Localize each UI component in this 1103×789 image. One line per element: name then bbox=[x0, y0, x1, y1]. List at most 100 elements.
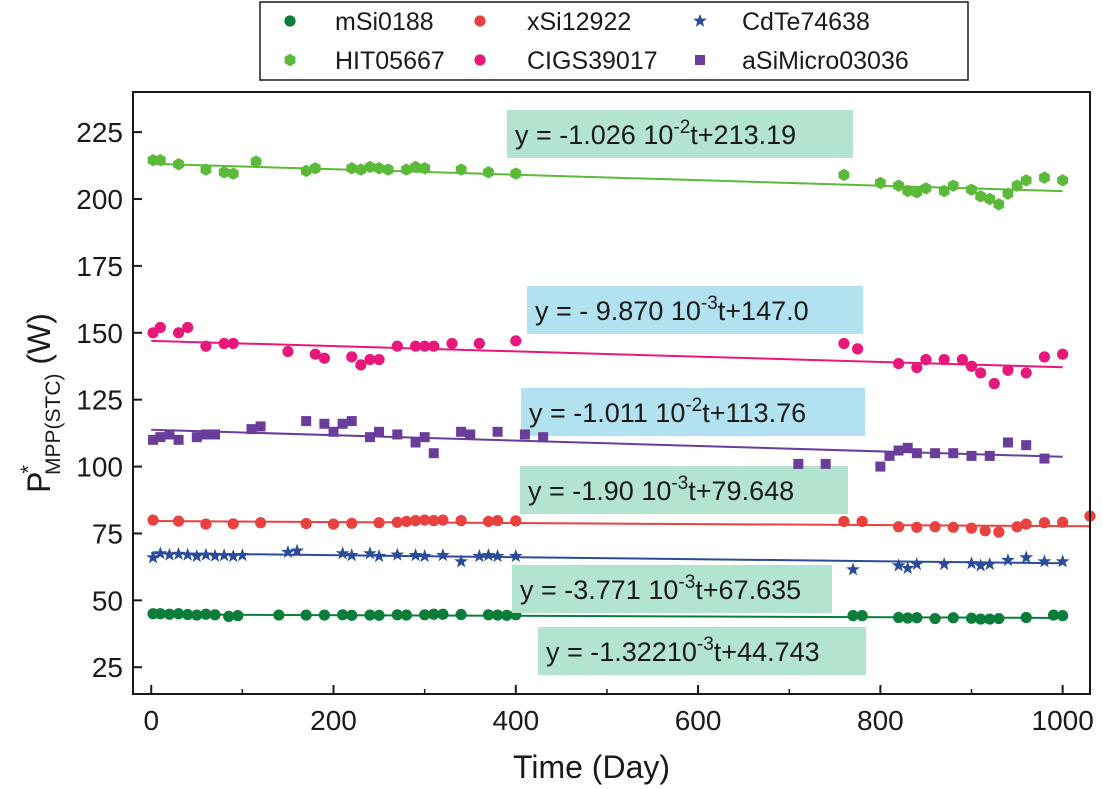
data-point bbox=[973, 558, 988, 572]
data-point bbox=[510, 167, 522, 180]
data-point bbox=[1057, 348, 1069, 360]
x-tick-label: 600 bbox=[675, 705, 722, 736]
data-point bbox=[428, 448, 439, 459]
legend-item-CIGS39017: CIGS39017 bbox=[474, 47, 658, 75]
data-point bbox=[993, 526, 1005, 538]
legend-label: aSiMicro03036 bbox=[742, 47, 909, 75]
data-point bbox=[182, 321, 194, 334]
data-point bbox=[510, 335, 522, 347]
data-point bbox=[346, 609, 358, 621]
data-point bbox=[820, 458, 831, 469]
data-point bbox=[155, 432, 166, 443]
fit-equation-box bbox=[538, 627, 866, 675]
data-point bbox=[966, 450, 977, 461]
data-point bbox=[162, 547, 177, 561]
data-point bbox=[227, 167, 239, 180]
data-point bbox=[966, 183, 977, 196]
data-point bbox=[180, 547, 195, 561]
data-point bbox=[1020, 367, 1032, 379]
legend-marker bbox=[474, 54, 486, 66]
data-point bbox=[250, 155, 262, 168]
y-tick-label: 75 bbox=[92, 518, 123, 549]
data-point bbox=[483, 166, 494, 179]
series-HIT05667: y = -1.026 10-2t+213.19 bbox=[147, 110, 1069, 211]
x-tick-label: 400 bbox=[492, 705, 539, 736]
data-point bbox=[947, 521, 959, 533]
data-point bbox=[408, 548, 423, 562]
data-point bbox=[1002, 364, 1014, 376]
y-tick-label: 100 bbox=[76, 452, 123, 483]
data-point bbox=[437, 514, 449, 526]
data-point bbox=[226, 548, 241, 563]
data-point bbox=[373, 609, 385, 621]
data-point bbox=[920, 353, 932, 366]
data-point bbox=[481, 548, 496, 562]
data-point bbox=[437, 608, 449, 620]
data-point bbox=[373, 353, 385, 366]
data-point bbox=[984, 192, 996, 206]
data-point bbox=[390, 547, 405, 561]
data-point bbox=[255, 421, 266, 432]
data-point bbox=[410, 437, 421, 448]
data-point bbox=[472, 548, 487, 563]
data-point bbox=[956, 353, 969, 366]
fit-equation-box bbox=[507, 110, 853, 158]
data-point bbox=[301, 416, 312, 427]
fit-equation-label: y = -1.011 10-2t+113.76 bbox=[529, 395, 806, 428]
fit-equation-label: y = -1.90 10-3t+79.648 bbox=[528, 473, 794, 506]
y-tick-label: 125 bbox=[76, 385, 123, 416]
data-point bbox=[1021, 440, 1032, 451]
data-point bbox=[491, 515, 504, 527]
data-point bbox=[172, 327, 185, 339]
data-point bbox=[793, 458, 804, 469]
y-tick-label: 150 bbox=[76, 318, 123, 349]
data-point bbox=[410, 160, 421, 174]
data-point bbox=[344, 548, 359, 562]
data-point bbox=[232, 610, 244, 622]
data-point bbox=[538, 432, 549, 443]
data-point bbox=[364, 160, 376, 174]
data-point bbox=[1057, 516, 1069, 528]
data-point bbox=[875, 461, 886, 472]
data-point bbox=[309, 162, 321, 175]
data-point bbox=[282, 345, 294, 358]
data-point bbox=[218, 166, 230, 179]
data-point bbox=[364, 432, 375, 443]
y-tick-label: 25 bbox=[92, 652, 123, 683]
data-point bbox=[1055, 554, 1070, 568]
data-point bbox=[290, 543, 304, 557]
data-point bbox=[473, 337, 485, 350]
data-point bbox=[355, 359, 367, 371]
data-point bbox=[337, 418, 348, 429]
data-point bbox=[372, 548, 386, 563]
data-point bbox=[191, 432, 202, 443]
data-point bbox=[327, 518, 340, 530]
data-point bbox=[892, 357, 905, 370]
x-axis-title: Time (Day) bbox=[513, 749, 670, 785]
x-tick-label: 200 bbox=[310, 705, 357, 736]
data-point bbox=[838, 168, 850, 182]
data-point bbox=[1011, 179, 1023, 192]
data-point bbox=[965, 522, 978, 534]
legend-item-xSi12922: xSi12922 bbox=[474, 8, 631, 36]
data-point bbox=[146, 550, 160, 564]
data-point bbox=[200, 429, 211, 440]
fit-equation-label: y = - 9.870 10-3t+147.0 bbox=[535, 293, 809, 326]
data-point bbox=[318, 352, 330, 364]
data-point bbox=[200, 163, 212, 176]
series-mSi0188: y = -1.32210-3t+44.743 bbox=[147, 608, 1069, 675]
data-point bbox=[346, 416, 357, 427]
data-point bbox=[1039, 171, 1050, 184]
y-tick-label: 175 bbox=[76, 251, 123, 282]
data-point bbox=[419, 162, 431, 175]
legend-marker bbox=[695, 55, 705, 65]
data-point bbox=[373, 517, 385, 529]
data-point bbox=[172, 515, 185, 527]
data-point bbox=[490, 548, 505, 563]
fit-equation-label: y = -1.026 10-2t+213.19 bbox=[515, 117, 796, 150]
data-point bbox=[392, 429, 403, 440]
data-point bbox=[510, 515, 522, 527]
data-point bbox=[1038, 517, 1051, 529]
data-point bbox=[948, 448, 959, 459]
